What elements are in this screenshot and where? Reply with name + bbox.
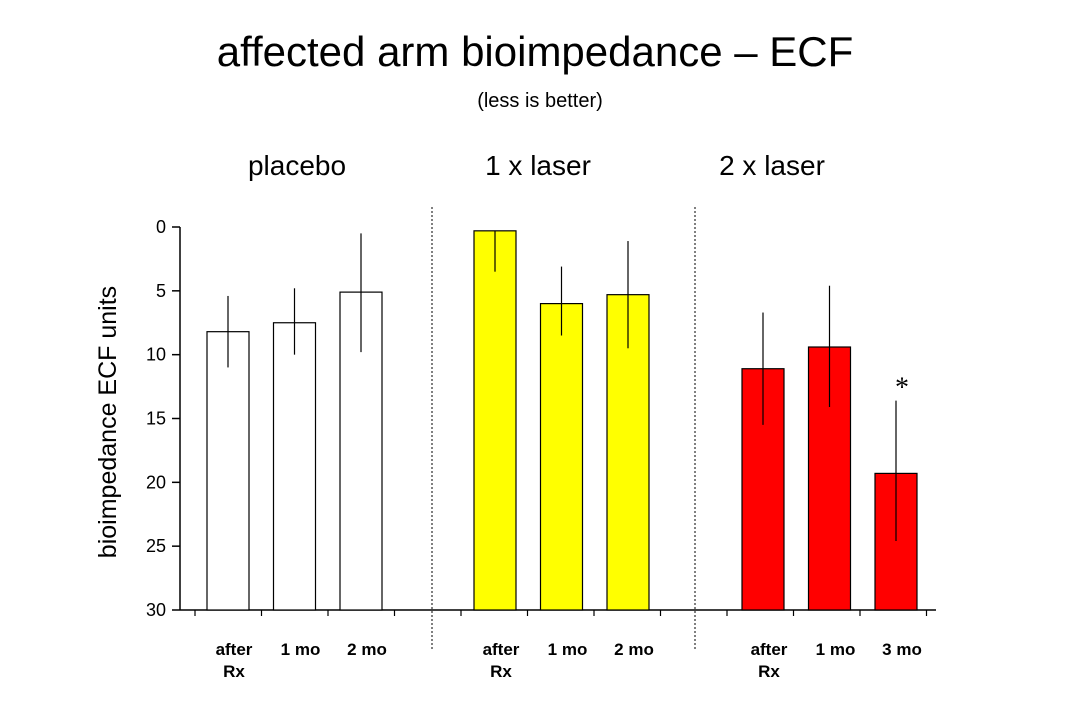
bars: * <box>206 230 918 611</box>
chart-subtitle: (less is better) <box>477 90 603 112</box>
x-tick-label: Rx <box>490 662 512 681</box>
group-labels: placebo 1 x laser 2 x laser <box>248 150 825 181</box>
bar <box>807 346 852 611</box>
y-tick-label: 5 <box>156 281 166 301</box>
y-tick-label: 15 <box>146 409 166 429</box>
x-tick-label: 3 mo <box>882 640 922 659</box>
x-tick-label: Rx <box>758 662 780 681</box>
x-tick-label: after <box>751 640 788 659</box>
bar <box>473 230 517 611</box>
bar <box>206 331 250 611</box>
y-axis-label: bioimpedance ECF units <box>94 286 122 558</box>
x-tick-label: 2 mo <box>614 640 654 659</box>
bar <box>539 303 584 611</box>
y-tick-label: 0 <box>156 217 166 237</box>
y-tick-label: 30 <box>146 600 166 620</box>
x-tick-label: 2 mo <box>347 640 387 659</box>
bar <box>272 322 317 611</box>
y-tick-label: 10 <box>146 345 166 365</box>
x-tick-label: Rx <box>223 662 245 681</box>
x-tick-label: 1 mo <box>281 640 321 659</box>
group-label: 1 x laser <box>485 150 591 181</box>
x-tick-label: after <box>483 640 520 659</box>
significance-marker: * <box>895 373 909 404</box>
x-tick-label: 1 mo <box>548 640 588 659</box>
y-tick-label: 25 <box>146 536 166 556</box>
x-tick-label: 1 mo <box>816 640 856 659</box>
y-tick-label: 20 <box>146 472 166 492</box>
group-label: placebo <box>248 150 346 181</box>
chart-title: affected arm bioimpedance – ECF <box>217 28 854 75</box>
x-tick-labels: after Rx 1 mo 2 mo after Rx 1 mo 2 mo after Rx 1 m… <box>216 640 922 681</box>
group-label: 2 x laser <box>719 150 825 181</box>
x-tick-label: after <box>216 640 253 659</box>
